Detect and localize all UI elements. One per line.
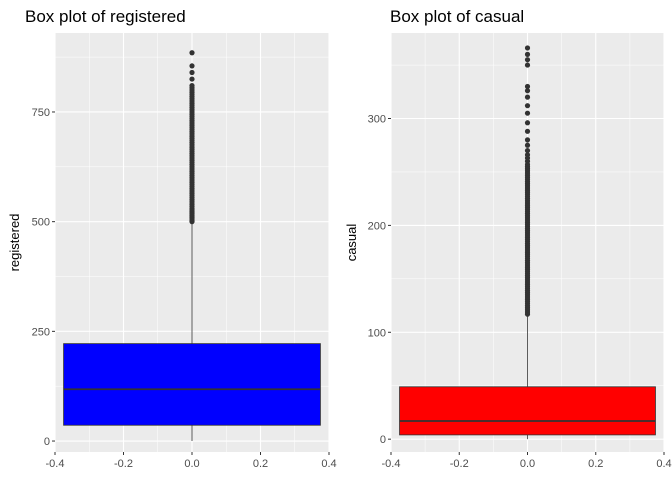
casual-outlier-point [524, 110, 531, 116]
casual-outlier-point [524, 120, 531, 126]
casual-outlier-point [524, 83, 531, 90]
registered-box [63, 343, 321, 426]
registered-y-axis-label: registered [7, 214, 22, 272]
registered-x-tick-label: 0.4 [321, 458, 336, 470]
registered-outlier-point [189, 50, 195, 56]
casual-outlier-point [524, 142, 531, 148]
casual-outlier-point [524, 103, 531, 109]
casual-outlier-point [524, 94, 531, 100]
casual-outlier-point [524, 137, 531, 143]
registered-y-tick-label: 250 [32, 326, 50, 338]
casual-outlier-point [524, 147, 531, 154]
registered-outlier-point [189, 83, 195, 89]
registered-x-tick-label: -0.2 [114, 458, 133, 470]
registered-x-tick-label: -0.4 [46, 458, 65, 470]
registered-box-plot-panel: -0.4 -0.2 0.0 0.2 0.4 0 250 500 750 Box plot of r… [7, 7, 337, 470]
casual-box-plot-panel: -0.4 -0.2 0.0 0.2 0.4 0 100 200 300 Box plot of c… [344, 7, 672, 470]
casual-outlier-point [524, 88, 531, 94]
registered-outlier-point [189, 63, 195, 69]
casual-box [399, 386, 656, 436]
registered-x-tick-label: 0.0 [184, 458, 199, 470]
casual-outlier-point [524, 62, 531, 68]
registered-chart-title: Box plot of registered [25, 7, 186, 26]
casual-y-tick-label: 100 [368, 327, 386, 339]
registered-outlier-point [189, 76, 195, 82]
casual-y-axis-label: casual [344, 224, 359, 262]
casual-x-tick-label: -0.2 [450, 458, 469, 470]
casual-y-tick-label: 200 [368, 220, 386, 232]
casual-outlier-point [524, 57, 531, 63]
casual-outlier-point [524, 152, 531, 158]
registered-y-tick-label: 750 [32, 107, 50, 119]
casual-outlier-point [524, 51, 531, 57]
registered-outlier-point [189, 69, 195, 76]
casual-x-tick-label: 0.2 [588, 458, 603, 470]
casual-y-tick-label: 0 [380, 434, 386, 446]
casual-chart-title: Box plot of casual [390, 7, 524, 26]
registered-x-tick-label: 0.2 [253, 458, 268, 470]
casual-x-tick-label: 0.4 [656, 458, 671, 470]
casual-x-tick-label: -0.4 [382, 458, 401, 470]
casual-y-tick-label: 300 [368, 114, 386, 126]
casual-outlier-point [524, 45, 531, 51]
casual-x-tick-label: 0.0 [520, 458, 535, 470]
registered-y-tick-label: 0 [44, 436, 50, 448]
registered-y-tick-label: 500 [32, 217, 50, 229]
casual-outlier-point [524, 128, 531, 134]
